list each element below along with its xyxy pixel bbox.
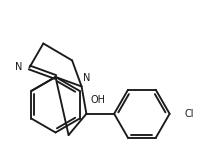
Text: Cl: Cl	[184, 109, 194, 119]
Text: N: N	[15, 63, 23, 72]
Text: OH: OH	[91, 95, 106, 105]
Text: N: N	[83, 74, 90, 84]
